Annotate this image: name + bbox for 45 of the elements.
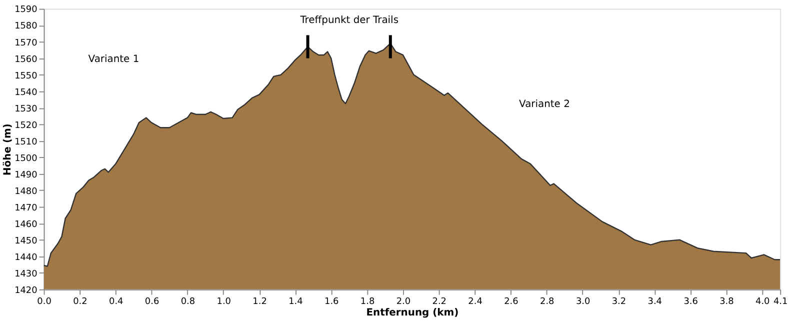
- y-tick-label: 1480: [14, 186, 38, 197]
- x-tick-label: 0.8: [180, 296, 196, 307]
- y-tick-label: 1470: [14, 203, 38, 214]
- y-tick-label: 1430: [14, 269, 38, 280]
- y-axis-title: Höhe (m): [2, 124, 14, 176]
- x-tick-label: 1.8: [360, 296, 375, 307]
- x-tick-label: 2.8: [540, 296, 555, 307]
- y-tick-label: 1520: [14, 120, 38, 131]
- y-tick-label: 1460: [14, 220, 38, 230]
- y-tick-label: 1530: [14, 104, 38, 114]
- x-tick-label: 2.4: [468, 296, 483, 307]
- x-tick-label: 1.6: [324, 296, 340, 307]
- x-tick-label: 0.4: [109, 296, 124, 307]
- annotation: Variante 1: [88, 54, 140, 66]
- y-tick-label: 1560: [14, 54, 38, 65]
- x-tick-label: 3.8: [720, 296, 734, 307]
- x-tick-label: 3.4: [648, 296, 662, 307]
- y-tick-label: 1450: [14, 236, 38, 246]
- y-tick-label: 1500: [14, 154, 38, 164]
- x-tick-label: 2.6: [504, 296, 519, 307]
- x-tick-label: 4.1: [773, 296, 788, 307]
- x-tick-label: 0.6: [144, 296, 160, 307]
- y-tick-label: 1550: [14, 71, 38, 82]
- x-tick-label: 1.0: [216, 296, 232, 307]
- y-tick-label: 1590: [14, 5, 38, 16]
- annotation: Treffpunkt der Trails: [299, 14, 399, 26]
- x-tick-label: 2.2: [432, 296, 446, 307]
- x-tick-label: 3.2: [612, 296, 626, 307]
- x-axis-title: Entfernung (km): [366, 308, 459, 319]
- y-tick-label: 1440: [14, 252, 38, 263]
- x-tick-label: 1.4: [288, 296, 304, 307]
- y-tick-label: 1580: [14, 22, 38, 32]
- y-tick-label: 1540: [14, 88, 38, 98]
- x-tick-label: 0.0: [37, 296, 52, 307]
- annotation: Variante 2: [519, 99, 570, 110]
- x-tick-label: 1.2: [252, 296, 267, 307]
- x-tick-label: 0.2: [73, 296, 88, 307]
- y-tick-label: 1510: [14, 137, 38, 148]
- y-tick-label: 1490: [14, 170, 38, 180]
- x-tick-label: 2.0: [396, 296, 411, 307]
- x-tick-label: 3.0: [576, 296, 590, 307]
- x-tick-label: 4.0: [756, 296, 770, 307]
- x-tick-label: 3.6: [684, 296, 698, 307]
- y-tick-label: 1570: [14, 38, 38, 48]
- y-tick-label: 1420: [14, 286, 38, 296]
